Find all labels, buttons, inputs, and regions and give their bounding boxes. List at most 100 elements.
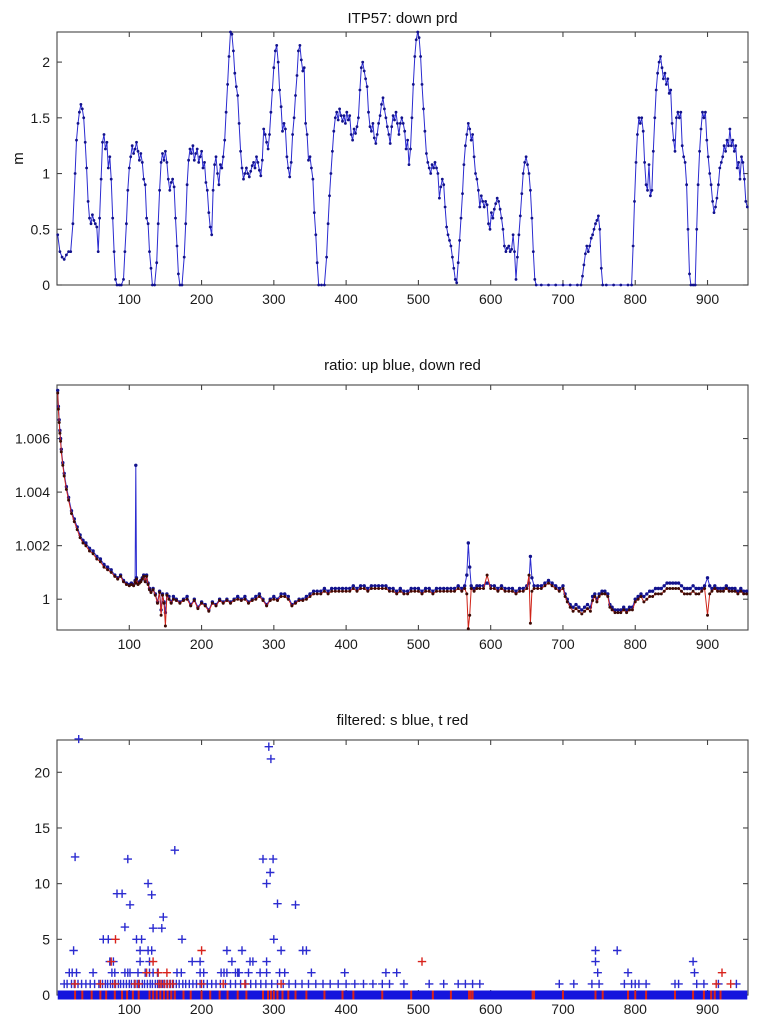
x-tick-label: 700 [551,636,575,652]
zero-band [57,990,748,1000]
zero-band-red-mark [410,990,413,1000]
chart1-title: ITP57: down prd [347,10,458,27]
zero-band-red-mark [634,990,637,1000]
x-tick-label: 100 [118,636,142,652]
x-tick-label: 700 [551,291,575,307]
chart1-ylabel: m [9,152,27,165]
line-series-up [57,390,747,613]
zero-band-red-mark [236,990,239,1000]
zero-band-red-mark [166,990,169,1000]
x-tick-label: 400 [334,291,358,307]
zero-band-red-mark [131,990,134,1000]
x-tick-label: 600 [479,1001,503,1017]
x-tick-label: 600 [479,636,503,652]
zero-band-red-mark [113,990,116,1000]
zero-band-red-mark [267,990,270,1000]
x-tick-label: 500 [407,636,431,652]
x-tick-label: 200 [190,291,214,307]
x-tick-label: 300 [262,1001,286,1017]
zero-band-red-mark [121,990,124,1000]
x-tick-label: 800 [624,291,648,307]
zero-band-red-mark [531,990,534,1000]
y-tick-label: 0.5 [31,221,51,237]
x-tick-label: 900 [696,636,720,652]
y-tick-label: 5 [42,931,50,947]
zero-band-red-mark [352,990,355,1000]
zero-band-red-mark [90,990,93,1000]
zero-band-red-mark [170,990,173,1000]
zero-band-red-mark [272,990,275,1000]
zero-band-red-mark [261,990,264,1000]
zero-band-red-mark [148,990,151,1000]
zero-band-red-mark [155,990,158,1000]
y-tick-label: 0 [42,987,50,1003]
y-tick-label: 2 [42,54,50,70]
plot-frame [56,739,749,996]
x-tick-label: 900 [696,1001,720,1017]
y-tick-label: 1 [42,591,50,607]
y-tick-label: 1.006 [15,431,50,447]
x-tick-label: 500 [407,1001,431,1017]
y-tick-label: 1.004 [15,484,50,500]
y-tick-label: 1 [42,166,50,182]
x-tick-label: 300 [262,636,286,652]
x-tick-label: 200 [190,636,214,652]
zero-band-red-mark [471,990,474,1000]
x-tick-label: 500 [407,291,431,307]
zero-band-red-mark [226,990,229,1000]
zero-band-red-mark [305,990,308,1000]
scatter-series-t [70,935,735,989]
y-tick-label: 15 [34,820,50,836]
zero-band-red-mark [713,990,716,1000]
zero-band-red-mark [281,990,284,1000]
zero-band-red-mark [673,990,676,1000]
zero-band-red-mark [710,990,713,1000]
markers-series-down-prd [56,30,749,287]
zero-band-red-mark [449,990,452,1000]
zero-band-red-mark [341,990,344,1000]
line-series-down-prd [57,30,748,286]
zero-band-red-mark [381,990,384,1000]
zero-band-red-mark [692,990,695,1000]
x-tick-label: 700 [551,1001,575,1017]
x-tick-label: 100 [118,291,142,307]
chart3-title: filtered: s blue, t red [336,712,469,729]
zero-band-red-mark [276,990,279,1000]
markers-series-down [56,391,749,631]
chart2-title: ratio: up blue, down red [324,357,481,374]
axis-ticks [57,740,748,996]
zero-band-red-mark [126,990,129,1000]
zero-band-red-mark [601,990,604,1000]
y-tick-label: 10 [34,876,50,892]
markers-series-up [56,388,749,615]
zero-band-red-mark [137,990,140,1000]
x-tick-label: 400 [334,636,358,652]
zero-band-red-mark [159,990,162,1000]
x-tick-label: 100 [118,1001,142,1017]
x-tick-label: 200 [190,1001,214,1017]
plot-frame [56,31,749,286]
zero-band-red-mark [627,990,630,1000]
zero-band-red-mark [467,990,470,1000]
chart-down-prd: 100 200 300 400 500 600 700 800 900 0 0.5 1 1.5 2 [31,30,749,307]
plot-frame [56,384,749,631]
zero-band-red-mark [81,990,84,1000]
zero-band-red-mark [469,990,472,1000]
chart-ratio: 100 200 300 400 500 600 700 800 900 1 1.002 1.004 1.… [15,384,749,652]
y-tick-label: 20 [34,764,50,780]
zero-band-red-mark [294,990,297,1000]
zero-band-red-mark [173,990,176,1000]
zero-band-red-mark [431,990,434,1000]
y-tick-label: 1.5 [31,110,51,126]
zero-band-red-mark [269,990,272,1000]
zero-band-red-mark [200,990,203,1000]
zero-band-red-mark [645,990,648,1000]
zero-band-red-mark [287,990,290,1000]
x-tick-label: 900 [696,291,720,307]
zero-band-red-mark [218,990,221,1000]
y-tick-label: 1.002 [15,538,50,554]
zero-band-red-mark [189,990,192,1000]
scatter-series-s [60,735,741,989]
zero-band-red-mark [162,990,165,1000]
